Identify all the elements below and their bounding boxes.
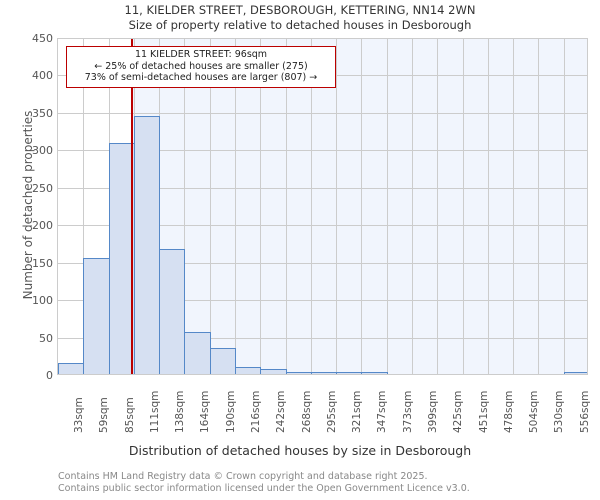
histogram-bar [58, 362, 84, 374]
gridline-vertical [235, 39, 236, 374]
y-axis-tick-label: 150 [32, 256, 53, 270]
gridline-vertical [311, 39, 312, 374]
annotation-line-address: 11 KIELDER STREET: 96sqm [134, 49, 268, 60]
x-axis-tick-label: 478sqm [502, 390, 515, 433]
gridline-horizontal [58, 262, 587, 264]
gridline-vertical [463, 39, 464, 374]
histogram-bar [134, 115, 160, 374]
histogram-bar [235, 366, 261, 374]
gridline-vertical [412, 39, 413, 374]
x-axis-tick-label: 216sqm [249, 390, 262, 433]
histogram-bar [210, 347, 236, 374]
y-axis-tick-label: 0 [46, 369, 53, 382]
gridline-vertical [538, 39, 539, 374]
histogram-bar [336, 371, 362, 374]
gridline-vertical [336, 39, 337, 374]
x-axis-tick-label: 190sqm [224, 390, 237, 433]
x-axis-tick-label: 33sqm [72, 397, 85, 433]
page-title: 11, KIELDER STREET, DESBOROUGH, KETTERIN… [124, 3, 476, 17]
y-axis-tick-label: 300 [32, 144, 53, 158]
x-axis-tick-label: 295sqm [325, 390, 338, 433]
y-axis-tick-label: 400 [32, 69, 53, 83]
histogram-bar [286, 371, 312, 374]
y-axis: 0 50 100 150 200 250 300 350 400 450 [0, 33, 53, 381]
footer-line-2: Contains public sector information licen… [58, 482, 470, 494]
gridline-vertical [488, 39, 489, 374]
x-axis-tick-label: 85sqm [123, 397, 136, 433]
annotation-line-smaller: ← 25% of detached houses are smaller (27… [94, 60, 308, 72]
gridline-horizontal [58, 337, 587, 339]
y-axis-label: Number of detached properties [21, 110, 35, 300]
plot-area [57, 38, 588, 375]
gridline-vertical [210, 39, 211, 374]
x-axis-tick-label: 373sqm [401, 390, 414, 433]
property-size-marker-line [130, 39, 133, 374]
x-axis-label: Distribution of detached houses by size … [128, 443, 472, 458]
gridline-vertical [437, 39, 438, 374]
gridline-horizontal [58, 187, 587, 189]
x-axis-tick-label: 530sqm [552, 390, 565, 433]
property-annotation-box: 11 KIELDER STREET: 96sqm ← 25% of detach… [66, 46, 336, 88]
footer-line-1: Contains HM Land Registry data © Crown c… [58, 471, 428, 482]
x-axis-tick-label: 268sqm [300, 390, 313, 433]
histogram-bar [184, 332, 211, 374]
gridline-vertical [184, 39, 185, 374]
x-axis-tick-label: 504sqm [527, 390, 540, 433]
y-axis-tick-label: 450 [32, 32, 53, 45]
histogram-bar [311, 372, 337, 374]
gridline-vertical [286, 39, 287, 374]
y-axis-tick-label: 200 [32, 219, 53, 233]
x-axis-tick-label: 451sqm [477, 390, 490, 433]
gridline-vertical [361, 39, 362, 374]
histogram-bar [83, 257, 110, 374]
y-axis-tick-label: 350 [32, 106, 53, 120]
gridline-vertical [513, 39, 514, 374]
gridline-horizontal [58, 225, 587, 227]
histogram-bar [260, 368, 287, 374]
annotation-line-larger: 73% of semi-detached houses are larger (… [84, 72, 318, 83]
chart-title-block: 11, KIELDER STREET, DESBOROUGH, KETTERIN… [0, 3, 600, 33]
gridline-vertical [83, 39, 84, 374]
gridline-vertical [564, 39, 565, 374]
x-axis-tick-label: 138sqm [173, 390, 186, 433]
y-axis-tick-label: 100 [32, 294, 53, 308]
x-axis-tick-label: 111sqm [148, 390, 161, 433]
histogram-bar [159, 248, 185, 374]
larger-than-marker-shading [131, 39, 587, 374]
gridline-horizontal [58, 112, 587, 114]
gridline-vertical [387, 39, 388, 374]
x-axis-tick-label: 556sqm [578, 390, 591, 433]
y-axis-tick-label: 50 [39, 331, 53, 345]
x-axis-tick-label: 399sqm [426, 390, 439, 433]
chart-subtitle: Size of property relative to detached ho… [128, 18, 472, 32]
x-axis-tick-label: 59sqm [97, 397, 110, 433]
gridline-horizontal [58, 150, 587, 152]
x-axis-tick-label: 242sqm [274, 390, 287, 433]
histogram-bar [564, 371, 587, 374]
x-axis-tick-label: 321sqm [350, 390, 363, 433]
x-axis-tick-label: 164sqm [198, 390, 211, 433]
gridline-horizontal [58, 300, 587, 302]
histogram-bar [361, 372, 388, 374]
gridline-horizontal [58, 38, 587, 39]
x-axis-tick-label: 425sqm [451, 390, 464, 433]
attribution-footer: Contains HM Land Registry data © Crown c… [58, 471, 578, 494]
x-axis-tick-label: 347sqm [375, 390, 388, 433]
x-axis: 33sqm 59sqm 85sqm 111sqm 138sqm 164sqm 190sqm 2… [57, 377, 591, 437]
y-axis-tick-label: 250 [32, 181, 53, 195]
gridline-vertical [260, 39, 261, 374]
